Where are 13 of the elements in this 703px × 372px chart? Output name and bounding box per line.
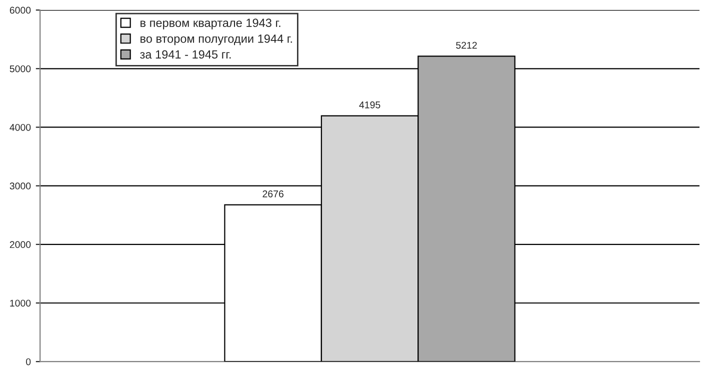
data-label: 5212 — [456, 42, 477, 49]
y-tick-label: 2000 — [10, 241, 31, 248]
y-tick-label: 5000 — [10, 65, 31, 72]
legend-label: во втором полугодии 1944 г. — [140, 34, 292, 46]
legend-label: за 1941 - 1945 гг. — [140, 50, 231, 59]
y-tick-label: 1000 — [10, 300, 31, 307]
y-tick-label: 0 — [26, 358, 31, 366]
y-tick-label: 3000 — [10, 182, 31, 190]
data-label: 2676 — [262, 190, 284, 198]
y-tick-label: 6000 — [10, 6, 31, 14]
data-label: 4195 — [359, 101, 380, 108]
y-tick-label: 4000 — [10, 124, 31, 131]
legend-label: в первом квартале 1943 г. — [140, 18, 280, 30]
